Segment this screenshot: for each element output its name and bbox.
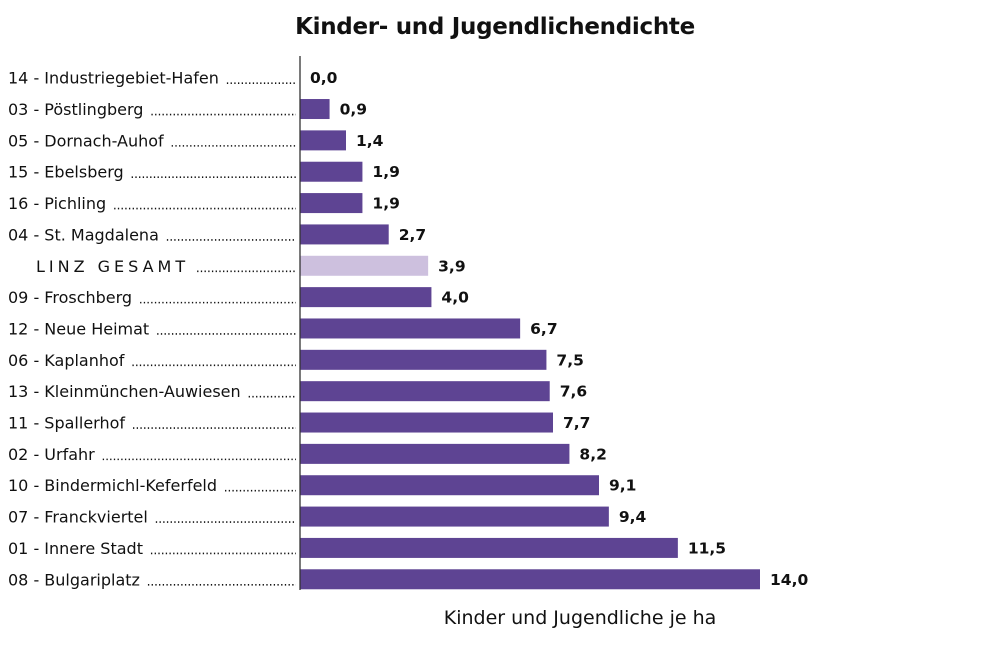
category-label: 06 - Kaplanhof (8, 351, 125, 370)
data-label: 8,2 (579, 445, 606, 463)
data-label: 3,9 (438, 257, 465, 275)
bar (300, 349, 547, 370)
bar (300, 318, 521, 339)
bar (300, 506, 609, 527)
data-label: 0,0 (310, 69, 338, 87)
bar (300, 99, 330, 120)
bar (300, 475, 599, 496)
category-label: 04 - St. Magdalena (8, 225, 159, 244)
bar (300, 287, 432, 308)
category-label: 14 - Industriegebiet-Hafen (8, 69, 219, 88)
data-label: 2,7 (399, 226, 426, 244)
data-label: 7,6 (560, 383, 587, 401)
bar (300, 193, 363, 214)
data-label: 6,7 (530, 320, 557, 338)
category-label: LINZ GESAMT (36, 257, 189, 276)
data-label: 14,0 (770, 571, 808, 589)
data-label: 11,5 (688, 539, 726, 557)
category-label: 07 - Franckviertel (8, 508, 148, 527)
bar (300, 161, 363, 182)
bar (300, 537, 678, 558)
bar (300, 130, 346, 151)
data-label: 1,9 (372, 195, 399, 213)
bar (300, 224, 389, 245)
category-label: 02 - Urfahr (8, 445, 95, 464)
category-label: 08 - Bulgariplatz (8, 570, 140, 589)
bar (300, 255, 429, 276)
bar (300, 443, 570, 464)
data-label: 7,7 (563, 414, 590, 432)
category-label: 09 - Froschberg (8, 288, 132, 307)
data-label: 9,4 (619, 508, 647, 526)
bar (300, 569, 760, 590)
data-label: 4,0 (441, 289, 469, 307)
category-label: 03 - Pöstlingberg (8, 100, 143, 119)
data-label: 0,9 (340, 101, 367, 119)
category-label: 10 - Bindermichl-Keferfeld (8, 476, 217, 495)
bar (300, 412, 553, 433)
category-label: 12 - Neue Heimat (8, 319, 149, 338)
data-label: 9,1 (609, 477, 636, 495)
category-label: 16 - Pichling (8, 194, 106, 213)
chart-title: Kinder- und Jugendlichendichte (295, 14, 695, 40)
bar (300, 381, 550, 402)
category-label: 05 - Dornach-Auhof (8, 131, 164, 150)
data-label: 7,5 (556, 351, 583, 369)
data-label: 1,4 (356, 132, 384, 150)
category-label: 11 - Spallerhof (8, 414, 125, 433)
x-axis-label: Kinder und Jugendliche je ha (443, 607, 717, 629)
category-label: 15 - Ebelsberg (8, 163, 124, 182)
category-label: 13 - Kleinmünchen-Auwiesen (8, 382, 241, 401)
category-label: 01 - Innere Stadt (8, 539, 143, 558)
data-label: 1,9 (372, 163, 399, 181)
